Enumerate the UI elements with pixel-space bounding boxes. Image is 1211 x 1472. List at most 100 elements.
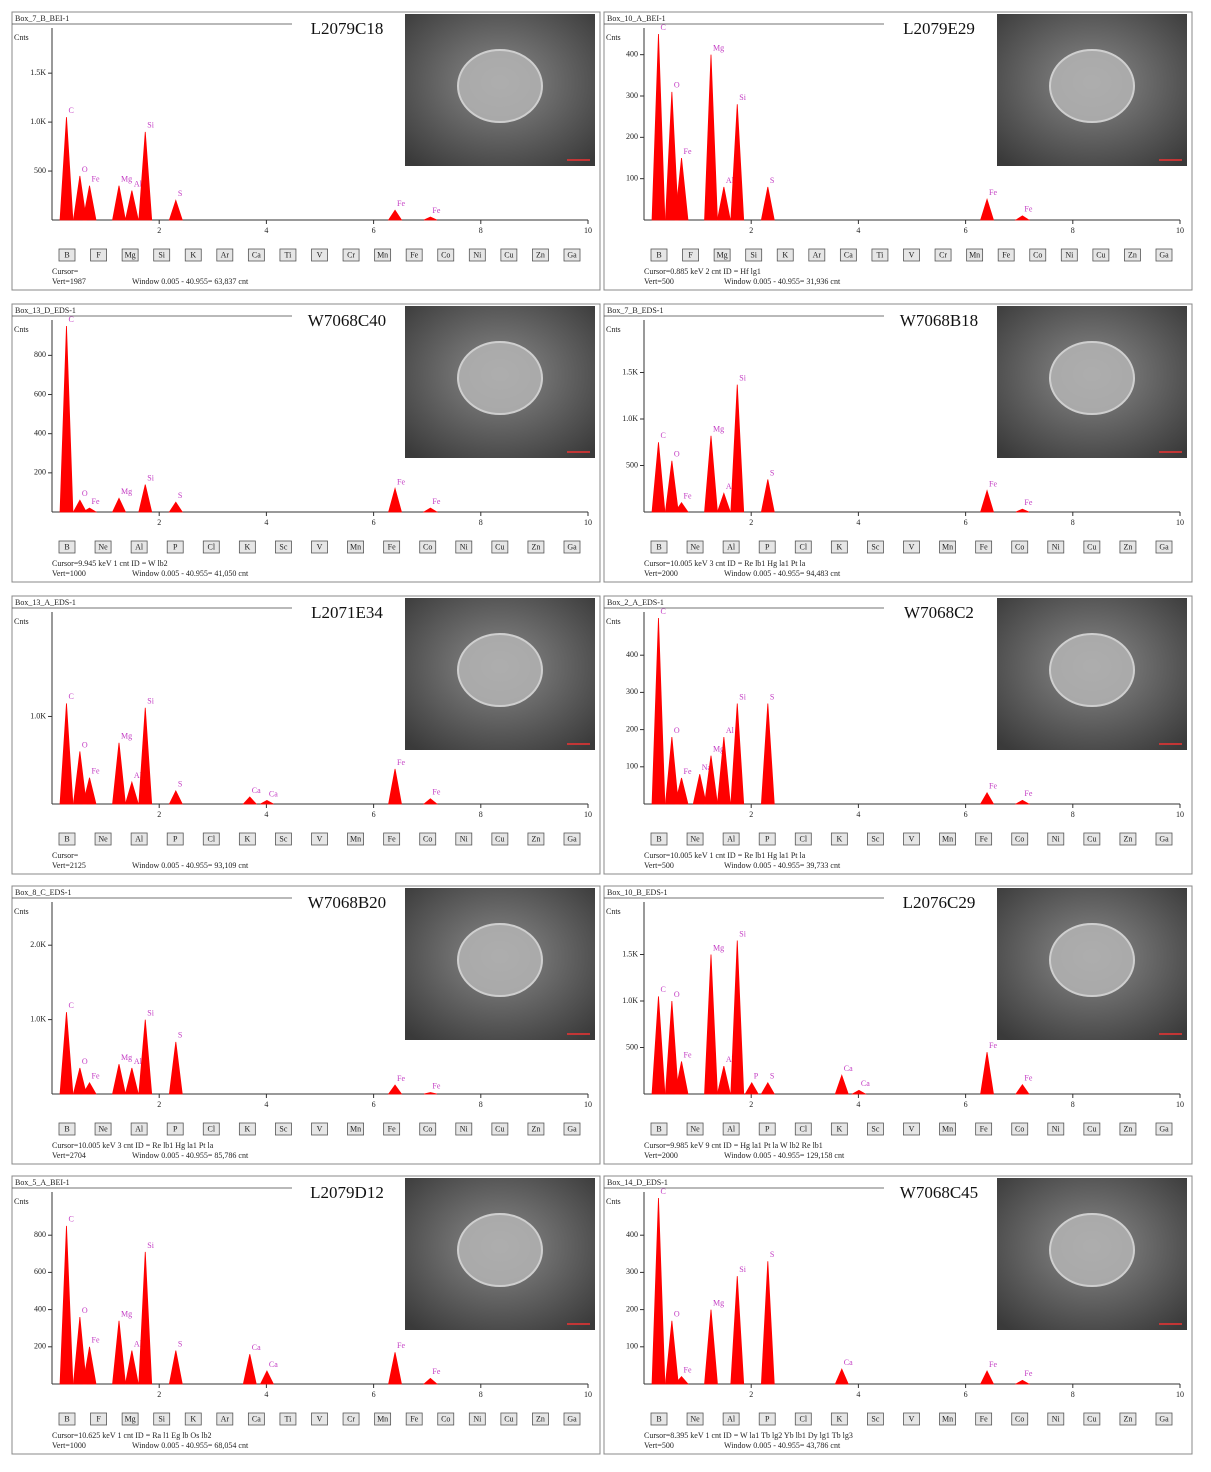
element-button-label: Zn	[531, 1124, 540, 1133]
peak	[59, 703, 74, 805]
peak-label: S	[178, 780, 182, 789]
x-tick-label: 10	[584, 518, 592, 527]
element-button-label: Ga	[567, 542, 577, 551]
element-button-label: F	[96, 1414, 101, 1423]
element-button	[383, 540, 401, 554]
element-button-label: Ar	[813, 250, 822, 259]
sem-particle	[1049, 341, 1135, 415]
peak-label: O	[82, 1306, 88, 1315]
element-button	[527, 1122, 545, 1136]
element-button	[650, 1412, 668, 1426]
element-button-label: Ni	[460, 542, 469, 551]
element-button-label: Fe	[388, 834, 396, 843]
vert-readout: Vert=500	[644, 861, 674, 870]
peak-label: Mg	[121, 1053, 132, 1062]
peak-label: O	[674, 990, 680, 999]
panel-title: L2076C29	[903, 893, 976, 912]
element-button-label: Cl	[208, 542, 216, 551]
peak-label: Si	[739, 929, 746, 938]
element-button-label: V	[909, 834, 915, 843]
peak-label: O	[82, 740, 88, 749]
peak	[665, 1000, 679, 1095]
element-button	[1155, 1122, 1173, 1136]
y-axis-label: Cnts	[606, 1197, 621, 1206]
panel-header: Box_2_A_EDS-1	[607, 598, 664, 607]
peak	[422, 507, 439, 513]
spectrum-panel: Box_14_D_EDS-1 W7068C45 Cnts 100 200 300 400 2 4…	[603, 1175, 1193, 1455]
element-button-label: Cu	[1096, 250, 1105, 259]
element-button-label: Ni	[460, 1124, 469, 1133]
window-readout: Window 0.005 - 40.955= 68,054 cnt	[132, 1441, 249, 1450]
peak-label: O	[674, 726, 680, 735]
peak	[59, 1012, 74, 1095]
y-axis-label: Cnts	[606, 325, 621, 334]
element-button	[975, 540, 993, 554]
element-button	[686, 832, 704, 846]
element-button-label: Al	[727, 1124, 736, 1133]
x-tick-label: 2	[157, 810, 161, 819]
peak-label: C	[660, 1187, 665, 1196]
x-tick-label: 10	[1176, 1100, 1184, 1109]
panel-header: Box_7_B_EDS-1	[607, 306, 663, 315]
peak-label: Si	[147, 121, 154, 130]
element-button-label: K	[244, 1124, 250, 1133]
x-tick-label: 6	[372, 518, 376, 527]
window-readout: Window 0.005 - 40.955= 31,936 cnt	[724, 277, 841, 286]
element-button	[903, 540, 920, 554]
x-tick-label: 8	[1071, 810, 1075, 819]
sem-particle	[457, 341, 543, 415]
element-button	[722, 1412, 740, 1426]
element-button	[686, 1122, 704, 1136]
element-button	[1119, 1122, 1137, 1136]
element-button	[794, 540, 812, 554]
x-tick-label: 8	[1071, 518, 1075, 527]
peak	[665, 91, 679, 221]
element-button-label: Sc	[871, 542, 879, 551]
vert-readout: Vert=500	[644, 277, 674, 286]
peak-label: Fe	[989, 1041, 997, 1050]
element-button-label: P	[765, 1414, 770, 1423]
element-button	[166, 1122, 184, 1136]
element-button-label: Ga	[1159, 250, 1169, 259]
element-button	[405, 248, 423, 262]
element-button	[419, 1122, 437, 1136]
spectrum-panel: Box_10_B_EDS-1 L2076C29 Cnts 500 1.0K 1.5K 2 4 6…	[603, 885, 1193, 1165]
element-button	[130, 832, 148, 846]
peak	[674, 1061, 689, 1095]
peak	[692, 774, 707, 805]
peak-label: Fe	[684, 492, 692, 501]
y-tick-label: 400	[626, 1230, 638, 1239]
element-button	[934, 248, 952, 262]
element-button-label: Sc	[279, 834, 287, 843]
peak	[168, 1041, 183, 1095]
peak	[674, 1375, 689, 1385]
x-tick-label: 2	[749, 1390, 753, 1399]
element-button	[238, 1122, 256, 1136]
element-button-label: Ne	[690, 1124, 700, 1133]
peak	[1015, 1083, 1030, 1095]
peak	[59, 117, 74, 221]
peak	[674, 501, 689, 513]
element-button-label: Mn	[350, 1124, 361, 1133]
y-tick-label: 500	[34, 166, 46, 175]
element-button	[491, 1122, 509, 1136]
element-button-label: Fe	[410, 1414, 418, 1423]
element-button	[153, 248, 171, 262]
element-button-label: K	[836, 1124, 842, 1133]
element-button	[419, 832, 437, 846]
sem-particle	[457, 49, 543, 123]
peak	[730, 703, 745, 805]
peak-label: Fe	[397, 758, 405, 767]
element-button	[563, 832, 581, 846]
peak	[387, 209, 403, 221]
peak-label: Fe	[1024, 1369, 1032, 1378]
x-tick-label: 10	[584, 810, 592, 819]
element-button	[311, 1412, 328, 1426]
element-button-label: Zn	[1128, 250, 1137, 259]
y-tick-label: 400	[34, 429, 46, 438]
element-button-label: Ga	[1159, 542, 1169, 551]
y-tick-label: 800	[34, 350, 46, 359]
element-button	[1083, 540, 1101, 554]
element-button-label: B	[64, 834, 69, 843]
